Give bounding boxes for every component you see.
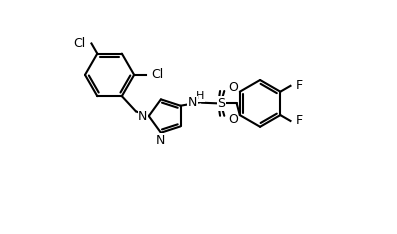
- Text: N: N: [156, 134, 166, 147]
- Text: S: S: [218, 97, 225, 110]
- Text: O: O: [228, 113, 238, 126]
- Text: F: F: [296, 114, 303, 128]
- Text: N: N: [188, 96, 197, 109]
- Text: N: N: [138, 110, 148, 123]
- Text: Cl: Cl: [152, 68, 164, 81]
- Text: O: O: [228, 80, 238, 94]
- Text: F: F: [296, 79, 303, 92]
- Text: Cl: Cl: [73, 37, 86, 50]
- Text: H: H: [196, 91, 204, 101]
